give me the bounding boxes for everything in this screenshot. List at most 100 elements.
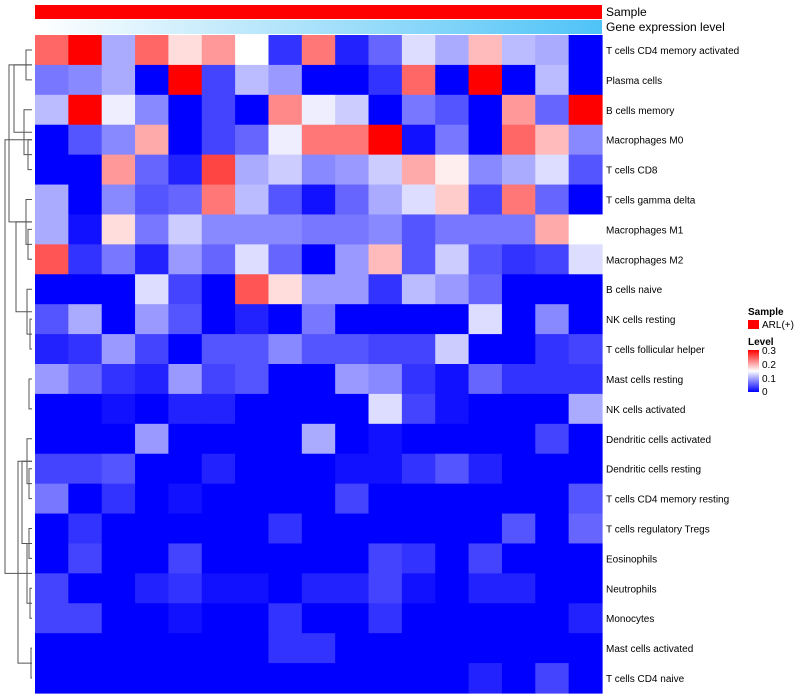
heatmap-cell bbox=[501, 513, 536, 545]
heatmap-cell bbox=[501, 244, 536, 275]
heatmap-cell bbox=[335, 244, 370, 275]
heatmap-cell bbox=[235, 393, 270, 425]
heatmap-cell bbox=[235, 244, 270, 275]
legend-level-colorbar bbox=[748, 350, 759, 392]
heatmap-cell bbox=[468, 244, 503, 275]
heatmap-cell bbox=[368, 154, 403, 186]
heatmap-cell bbox=[435, 304, 470, 335]
heatmap-cell bbox=[68, 334, 103, 365]
heatmap-cell bbox=[301, 35, 336, 66]
heatmap-cell bbox=[501, 603, 536, 634]
heatmap-cell bbox=[335, 334, 370, 365]
heatmap-cell bbox=[235, 364, 270, 395]
row-label: Eosinophils bbox=[606, 554, 657, 565]
heatmap-cell bbox=[535, 663, 570, 694]
row-label: Mast cells resting bbox=[606, 375, 683, 386]
heatmap-cell bbox=[335, 483, 370, 515]
heatmap-cell bbox=[235, 35, 270, 66]
heatmap-cell bbox=[435, 64, 470, 96]
heatmap-cell bbox=[235, 304, 270, 335]
heatmap-cell bbox=[401, 453, 436, 485]
heatmap-cell bbox=[501, 543, 536, 574]
heatmap-cell bbox=[35, 244, 69, 275]
heatmap-cell bbox=[301, 214, 336, 245]
heatmap-cell bbox=[201, 64, 236, 96]
heatmap-cell bbox=[68, 543, 103, 574]
heatmap-cell bbox=[135, 94, 170, 126]
heatmap-cell bbox=[301, 393, 336, 425]
heatmap-cell bbox=[168, 124, 203, 156]
heatmap-cell bbox=[368, 633, 403, 664]
heatmap-cell bbox=[568, 124, 603, 156]
row-label: T cells CD8 bbox=[606, 166, 658, 177]
heatmap-cell bbox=[135, 214, 170, 245]
heatmap-cell bbox=[535, 244, 570, 275]
heatmap-cell bbox=[501, 214, 536, 245]
heatmap-cell bbox=[268, 423, 303, 455]
heatmap-cell bbox=[368, 513, 403, 545]
heatmap-cell bbox=[35, 453, 69, 485]
row-label: T cells CD4 naive bbox=[606, 674, 685, 685]
heatmap-cell bbox=[535, 64, 570, 96]
heatmap-cell bbox=[301, 94, 336, 126]
heatmap-cell bbox=[468, 94, 503, 126]
heatmap-cell bbox=[268, 393, 303, 425]
row-labels: T cells CD4 memory activated Plasma cells… bbox=[606, 46, 739, 685]
heatmap-cell bbox=[435, 483, 470, 515]
legend-level-title: Level bbox=[748, 337, 774, 348]
heatmap-cell bbox=[435, 214, 470, 245]
heatmap-cell bbox=[501, 184, 536, 216]
heatmap-cell bbox=[568, 633, 603, 664]
heatmap-cell bbox=[268, 154, 303, 186]
heatmap-cell bbox=[335, 64, 370, 96]
heatmap-cell bbox=[235, 214, 270, 245]
heatmap-cell bbox=[468, 124, 503, 156]
heatmap-cell bbox=[501, 154, 536, 186]
heatmap-cell bbox=[401, 35, 436, 66]
heatmap-cell bbox=[335, 663, 370, 694]
heatmap-cell bbox=[135, 334, 170, 365]
heatmap-cell bbox=[68, 64, 103, 96]
heatmap-cell bbox=[201, 483, 236, 515]
heatmap-cell bbox=[335, 513, 370, 545]
heatmap-cell bbox=[235, 453, 270, 485]
heatmap-cell bbox=[35, 393, 69, 425]
heatmap-cell bbox=[368, 393, 403, 425]
row-label: T cells follicular helper bbox=[606, 345, 705, 356]
legend-sample-item-label: ARL(+) bbox=[762, 320, 794, 331]
heatmap-cell bbox=[168, 633, 203, 664]
heatmap-cell bbox=[435, 184, 470, 216]
heatmap-cell bbox=[101, 453, 136, 485]
heatmap-cell bbox=[135, 453, 170, 485]
heatmap-cell bbox=[301, 453, 336, 485]
heatmap-cell bbox=[35, 274, 69, 305]
heatmap-cell bbox=[468, 334, 503, 365]
heatmap-cell bbox=[568, 483, 603, 515]
row-label: Dendritic cells activated bbox=[606, 435, 711, 446]
heatmap-cell bbox=[235, 184, 270, 216]
heatmap-cell bbox=[35, 513, 69, 545]
heatmap-cell bbox=[68, 573, 103, 604]
heatmap-cell bbox=[435, 603, 470, 634]
heatmap-cell bbox=[235, 334, 270, 365]
heatmap-cell bbox=[235, 64, 270, 96]
heatmap-cell bbox=[468, 274, 503, 305]
heatmap-cell bbox=[535, 543, 570, 574]
heatmap-cell bbox=[101, 633, 136, 664]
heatmap-cell bbox=[35, 304, 69, 335]
heatmap-cell bbox=[535, 603, 570, 634]
heatmap-cell bbox=[501, 35, 536, 66]
heatmap-cell bbox=[201, 633, 236, 664]
heatmap-cell bbox=[68, 154, 103, 186]
heatmap-cell bbox=[268, 124, 303, 156]
heatmap-cell bbox=[468, 633, 503, 664]
heatmap-cell bbox=[335, 94, 370, 126]
heatmap-cell bbox=[35, 364, 69, 395]
heatmap-cell bbox=[68, 94, 103, 126]
heatmap-cell bbox=[135, 244, 170, 275]
heatmap-cell bbox=[101, 35, 136, 66]
heatmap-cell bbox=[468, 513, 503, 545]
heatmap-cell bbox=[401, 334, 436, 365]
heatmap-cell bbox=[301, 244, 336, 275]
heatmap-cell bbox=[301, 304, 336, 335]
